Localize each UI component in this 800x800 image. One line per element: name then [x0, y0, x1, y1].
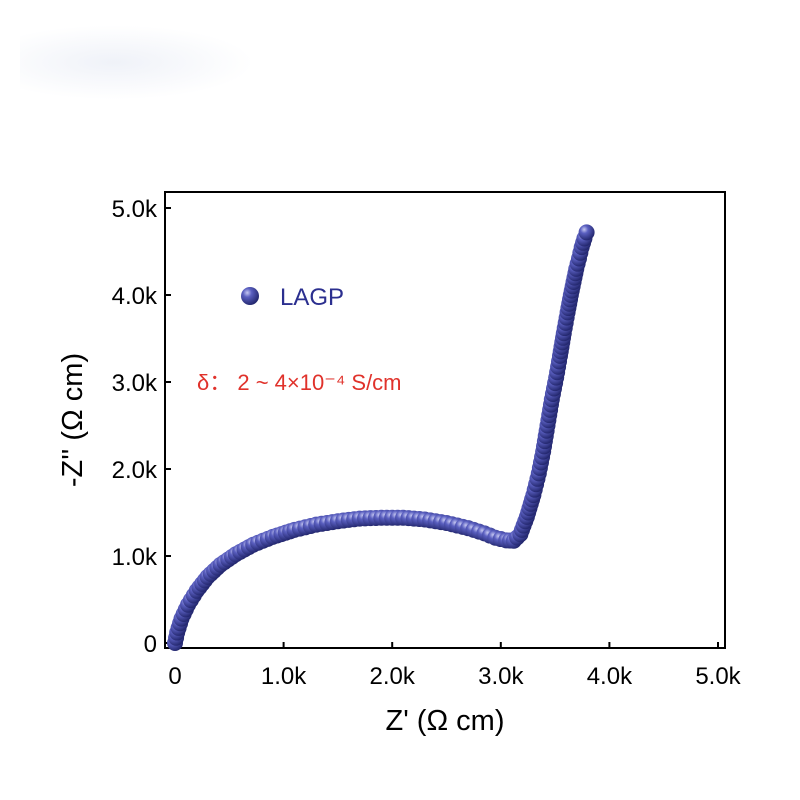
y-tick-label: 5.0k: [112, 196, 158, 223]
x-tick-label: 1.0k: [261, 663, 307, 690]
x-axis-ticks: 0 1.0k 2.0k 3.0k 4.0k 5.0k: [168, 642, 742, 690]
background-haze: [20, 25, 255, 100]
y-axis-title: -Z'' (Ω cm): [57, 353, 89, 487]
y-tick-label: 2.0k: [112, 457, 158, 484]
legend-label-lagp: LAGP: [280, 284, 344, 311]
x-tick-label: 2.0k: [370, 663, 416, 690]
y-tick-label: 4.0k: [112, 283, 158, 310]
y-tick-label: 1.0k: [112, 544, 158, 571]
legend: LAGP: [241, 284, 344, 311]
x-axis-title: Z' (Ω cm): [385, 705, 504, 737]
x-tick-label: 3.0k: [478, 663, 524, 690]
x-tick-label: 0: [168, 663, 181, 690]
x-tick-label: 4.0k: [587, 663, 633, 690]
data-points: [167, 224, 595, 651]
x-tick-label: 5.0k: [695, 663, 741, 690]
y-tick-label: 3.0k: [112, 370, 158, 397]
plot-area: [164, 191, 726, 649]
y-axis-ticks: 0 1.0k 2.0k 3.0k 4.0k 5.0k: [112, 196, 171, 658]
data-point: [578, 224, 595, 241]
conductivity-annotation: δ： 2 ~ 4×10⁻⁴ S/cm: [197, 370, 402, 395]
y-tick-label: 0: [144, 631, 157, 658]
legend-marker: [241, 287, 259, 305]
